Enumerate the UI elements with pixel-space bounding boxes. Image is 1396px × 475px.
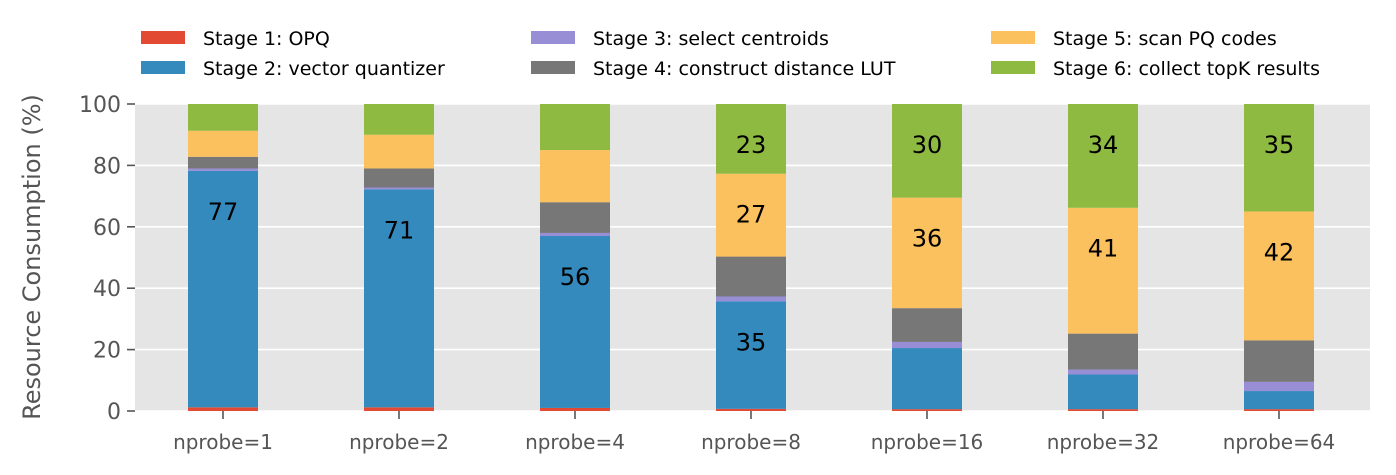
bar-segment [364, 187, 434, 190]
bar-value-label: 36 [912, 225, 943, 253]
bar-segment [540, 236, 610, 408]
y-tick-label: 20 [93, 339, 121, 364]
legend-swatch [531, 31, 575, 44]
bar-segment [892, 341, 962, 349]
y-tick-label: 40 [93, 277, 121, 302]
bar-segment [716, 296, 786, 302]
bar-labels: 77 71 56 35 27 23 36 30 41 34 42 35 [208, 131, 1295, 356]
legend: Stage 1: OPQ Stage 2: vector quantizer Sta… [141, 28, 1320, 80]
y-axis: 0 20 40 60 80 100 [79, 93, 135, 425]
bar-segment [716, 301, 786, 409]
x-tick-label: nprobe=8 [701, 430, 801, 454]
bar-value-label: 71 [384, 216, 415, 244]
x-tick-label: nprobe=2 [349, 430, 449, 454]
bar-segment [1068, 333, 1138, 370]
bar-segment [1068, 207, 1138, 334]
legend-swatch [141, 61, 185, 74]
bar-segment [892, 197, 962, 309]
bar-segment [364, 104, 434, 135]
bar-segment [188, 104, 258, 131]
legend-label: Stage 2: vector quantizer [203, 58, 445, 80]
bar-segment [1068, 374, 1138, 410]
y-axis-label: Resource Consumption (%) [18, 94, 46, 420]
bar-segment [716, 256, 786, 297]
legend-swatch [531, 61, 575, 74]
bar-segment [716, 408, 786, 411]
y-tick-label: 80 [93, 154, 121, 179]
bar-segment [364, 189, 434, 408]
bar-segment [1068, 369, 1138, 375]
bar-segment [188, 170, 258, 408]
bar-segment [188, 156, 258, 169]
bar-value-label: 41 [1088, 235, 1119, 263]
bar-segment [1244, 104, 1314, 212]
bar-value-label: 42 [1264, 238, 1295, 266]
bar-segment [1068, 104, 1138, 208]
y-tick-label: 60 [93, 216, 121, 241]
x-tick-label: nprobe=4 [525, 430, 625, 454]
bar-segment [364, 168, 434, 188]
bar-segment [540, 104, 610, 151]
bar-value-label: 23 [736, 131, 767, 159]
bar-segment [716, 104, 786, 174]
bar-segment [540, 407, 610, 411]
legend-swatch [991, 61, 1035, 74]
x-tick-label: nprobe=16 [871, 430, 984, 454]
bar-value-label: 35 [736, 328, 767, 356]
bar-segment [188, 407, 258, 411]
bar-segment [364, 134, 434, 169]
bar-segment [540, 232, 610, 237]
bar-segment [1244, 409, 1314, 411]
x-axis: nprobe=1 nprobe=2 nprobe=4 nprobe=8 nprobe=1… [173, 411, 1335, 454]
bar-segment [1244, 340, 1314, 382]
bar-segment [1244, 211, 1314, 341]
bar-value-label: 77 [208, 198, 239, 226]
bar-segment [892, 104, 962, 198]
bar-segment [892, 348, 962, 410]
legend-label: Stage 4: construct distance LUT [593, 58, 896, 80]
legend-swatch [991, 31, 1035, 44]
bar-value-label: 34 [1088, 131, 1119, 159]
bar-value-label: 27 [736, 201, 767, 229]
bar-segment [716, 173, 786, 257]
legend-label: Stage 5: scan PQ codes [1053, 28, 1277, 50]
bar-segment [364, 407, 434, 411]
legend-swatch [141, 31, 185, 44]
bar-segment [1244, 381, 1314, 392]
x-tick-label: nprobe=32 [1047, 430, 1160, 454]
legend-label: Stage 3: select centroids [593, 28, 829, 50]
x-tick-label: nprobe=64 [1223, 430, 1336, 454]
bar-segment [540, 202, 610, 233]
bar-value-label: 56 [560, 263, 591, 291]
bar-segment [892, 409, 962, 411]
bar-segment [1068, 409, 1138, 411]
y-tick-label: 100 [79, 93, 121, 118]
bar-value-label: 35 [1264, 131, 1295, 159]
legend-label: Stage 1: OPQ [203, 28, 330, 50]
bars [188, 104, 1314, 411]
bar-value-label: 30 [912, 131, 943, 159]
bar-segment [1244, 391, 1314, 410]
x-tick-label: nprobe=1 [173, 430, 273, 454]
y-tick-label: 0 [107, 400, 121, 425]
bar-segment [188, 168, 258, 171]
bar-segment [540, 150, 610, 203]
bar-segment [892, 308, 962, 342]
bar-segment [188, 130, 258, 157]
legend-label: Stage 6: collect topK results [1053, 58, 1320, 80]
